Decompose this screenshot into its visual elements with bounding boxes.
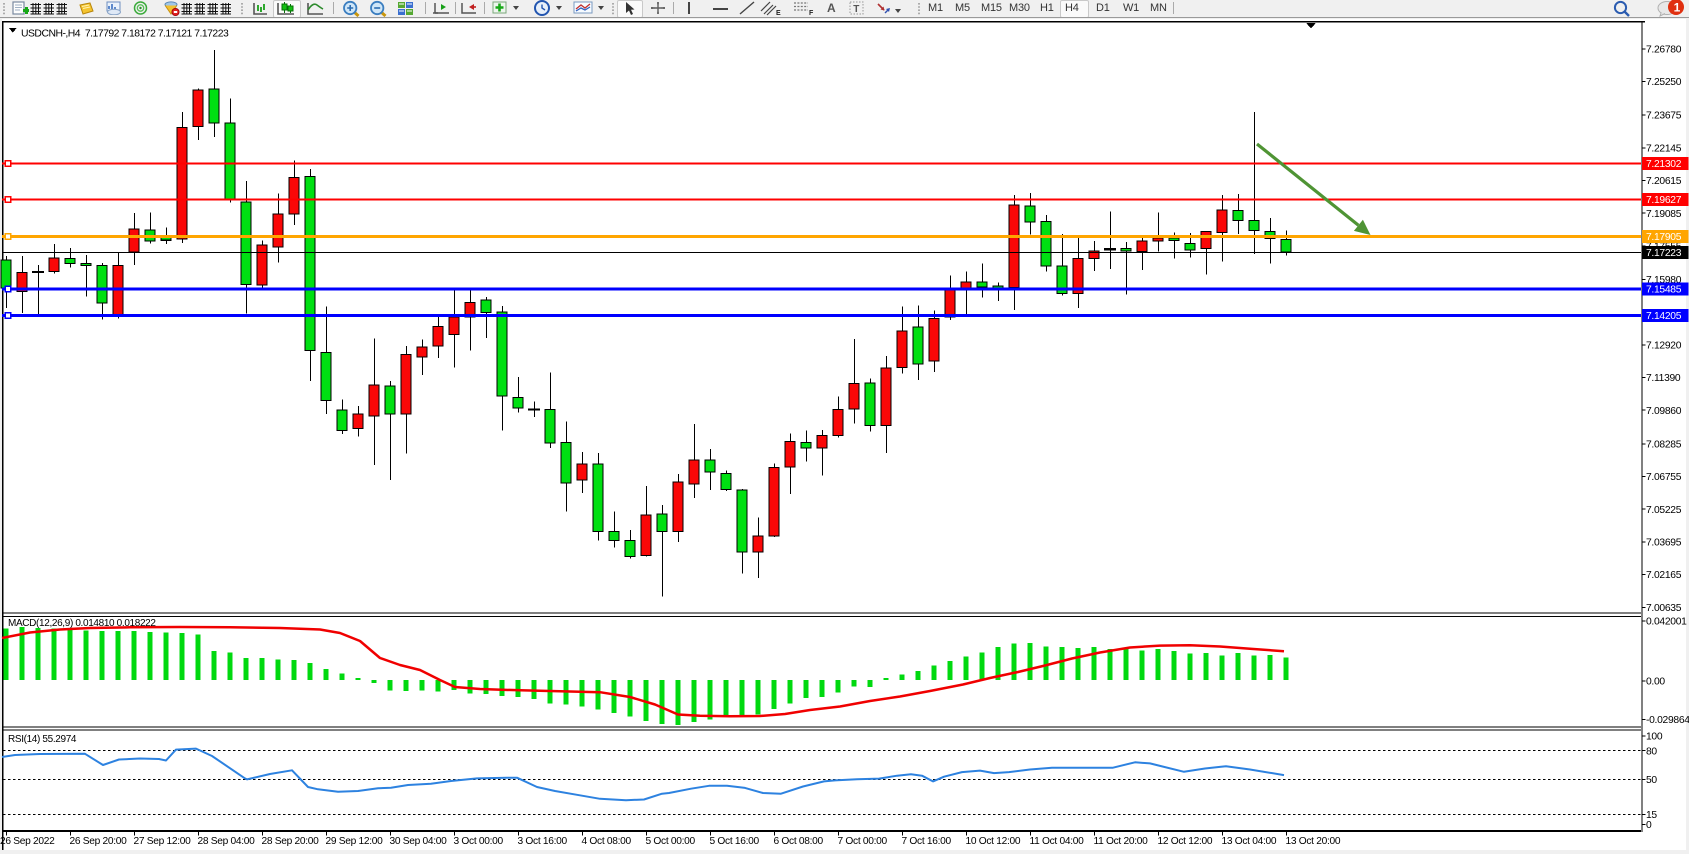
svg-text:29 Sep 12:00: 29 Sep 12:00: [326, 836, 384, 847]
svg-text:0.00: 0.00: [1646, 677, 1665, 688]
svg-text:13 Oct 04:00: 13 Oct 04:00: [1222, 836, 1277, 847]
svg-text:1: 1: [1674, 0, 1681, 14]
svg-text:E: E: [776, 10, 781, 16]
svg-text:T: T: [853, 4, 859, 15]
svg-text:7.21302: 7.21302: [1646, 159, 1682, 170]
svg-text:0: 0: [1646, 820, 1652, 831]
svg-text:RSI(14) 55.2974: RSI(14) 55.2974: [8, 734, 77, 745]
svg-text:26 Sep 20:00: 26 Sep 20:00: [70, 836, 128, 847]
svg-text:12 Oct 12:00: 12 Oct 12:00: [1158, 836, 1213, 847]
svg-text:7.22145: 7.22145: [1646, 143, 1682, 154]
svg-text:100: 100: [1646, 732, 1663, 743]
svg-text:7.19627: 7.19627: [1646, 195, 1682, 206]
svg-text:7.00635: 7.00635: [1646, 603, 1682, 614]
svg-text:7.14205: 7.14205: [1646, 311, 1682, 322]
svg-text:0.042001: 0.042001: [1646, 617, 1687, 628]
svg-text:30 Sep 04:00: 30 Sep 04:00: [390, 836, 448, 847]
svg-text:50: 50: [1646, 775, 1657, 786]
svg-text:11 Oct 04:00: 11 Oct 04:00: [1030, 836, 1085, 847]
svg-text:F: F: [809, 10, 814, 16]
svg-text:7.02165: 7.02165: [1646, 570, 1682, 581]
svg-text:28 Sep 20:00: 28 Sep 20:00: [262, 836, 320, 847]
svg-text:7.15485: 7.15485: [1646, 285, 1682, 296]
svg-text:7.12920: 7.12920: [1646, 341, 1682, 352]
svg-text:7.09860: 7.09860: [1646, 406, 1682, 417]
svg-text:7.08285: 7.08285: [1646, 440, 1682, 451]
svg-text:5 Oct 16:00: 5 Oct 16:00: [710, 836, 760, 847]
svg-text:7 Oct 16:00: 7 Oct 16:00: [902, 836, 952, 847]
svg-text:3 Oct 16:00: 3 Oct 16:00: [518, 836, 568, 847]
svg-text:MACD(12,26,9) 0.014810 0.01822: MACD(12,26,9) 0.014810 0.018222: [8, 618, 156, 629]
svg-text:7.17223: 7.17223: [1646, 248, 1682, 259]
svg-text:3 Oct 00:00: 3 Oct 00:00: [454, 836, 504, 847]
svg-text:26 Sep 2022: 26 Sep 2022: [0, 836, 55, 847]
svg-text:4 Oct 08:00: 4 Oct 08:00: [582, 836, 632, 847]
svg-text:7.11390: 7.11390: [1646, 373, 1681, 384]
svg-text:27 Sep 12:00: 27 Sep 12:00: [134, 836, 192, 847]
svg-text:7.06755: 7.06755: [1646, 472, 1682, 483]
svg-text:7.15980: 7.15980: [1646, 275, 1682, 286]
svg-text:80: 80: [1646, 746, 1657, 757]
svg-text:6 Oct 08:00: 6 Oct 08:00: [774, 836, 824, 847]
svg-text:7.26780: 7.26780: [1646, 44, 1682, 55]
svg-text:7.23675: 7.23675: [1646, 111, 1682, 122]
svg-text:7.19085: 7.19085: [1646, 209, 1682, 220]
svg-text:USDCNH-,H4 7.17792 7.18172 7.: USDCNH-,H4 7.17792 7.18172 7.17121 7.172…: [21, 29, 229, 40]
svg-text:7.03695: 7.03695: [1646, 538, 1682, 549]
svg-text:28 Sep 04:00: 28 Sep 04:00: [198, 836, 256, 847]
svg-text:7.05225: 7.05225: [1646, 505, 1682, 516]
svg-text:5 Oct 00:00: 5 Oct 00:00: [646, 836, 696, 847]
svg-text:7.25250: 7.25250: [1646, 77, 1682, 88]
svg-text:7.17905: 7.17905: [1646, 232, 1682, 243]
svg-text:11 Oct 20:00: 11 Oct 20:00: [1094, 836, 1149, 847]
svg-text:7 Oct 00:00: 7 Oct 00:00: [838, 836, 888, 847]
svg-text:13 Oct 20:00: 13 Oct 20:00: [1286, 836, 1341, 847]
svg-text:7.20615: 7.20615: [1646, 176, 1682, 187]
svg-text:15: 15: [1646, 810, 1657, 821]
svg-text:10 Oct 12:00: 10 Oct 12:00: [966, 836, 1021, 847]
svg-text:-0.029864: -0.029864: [1646, 715, 1689, 726]
